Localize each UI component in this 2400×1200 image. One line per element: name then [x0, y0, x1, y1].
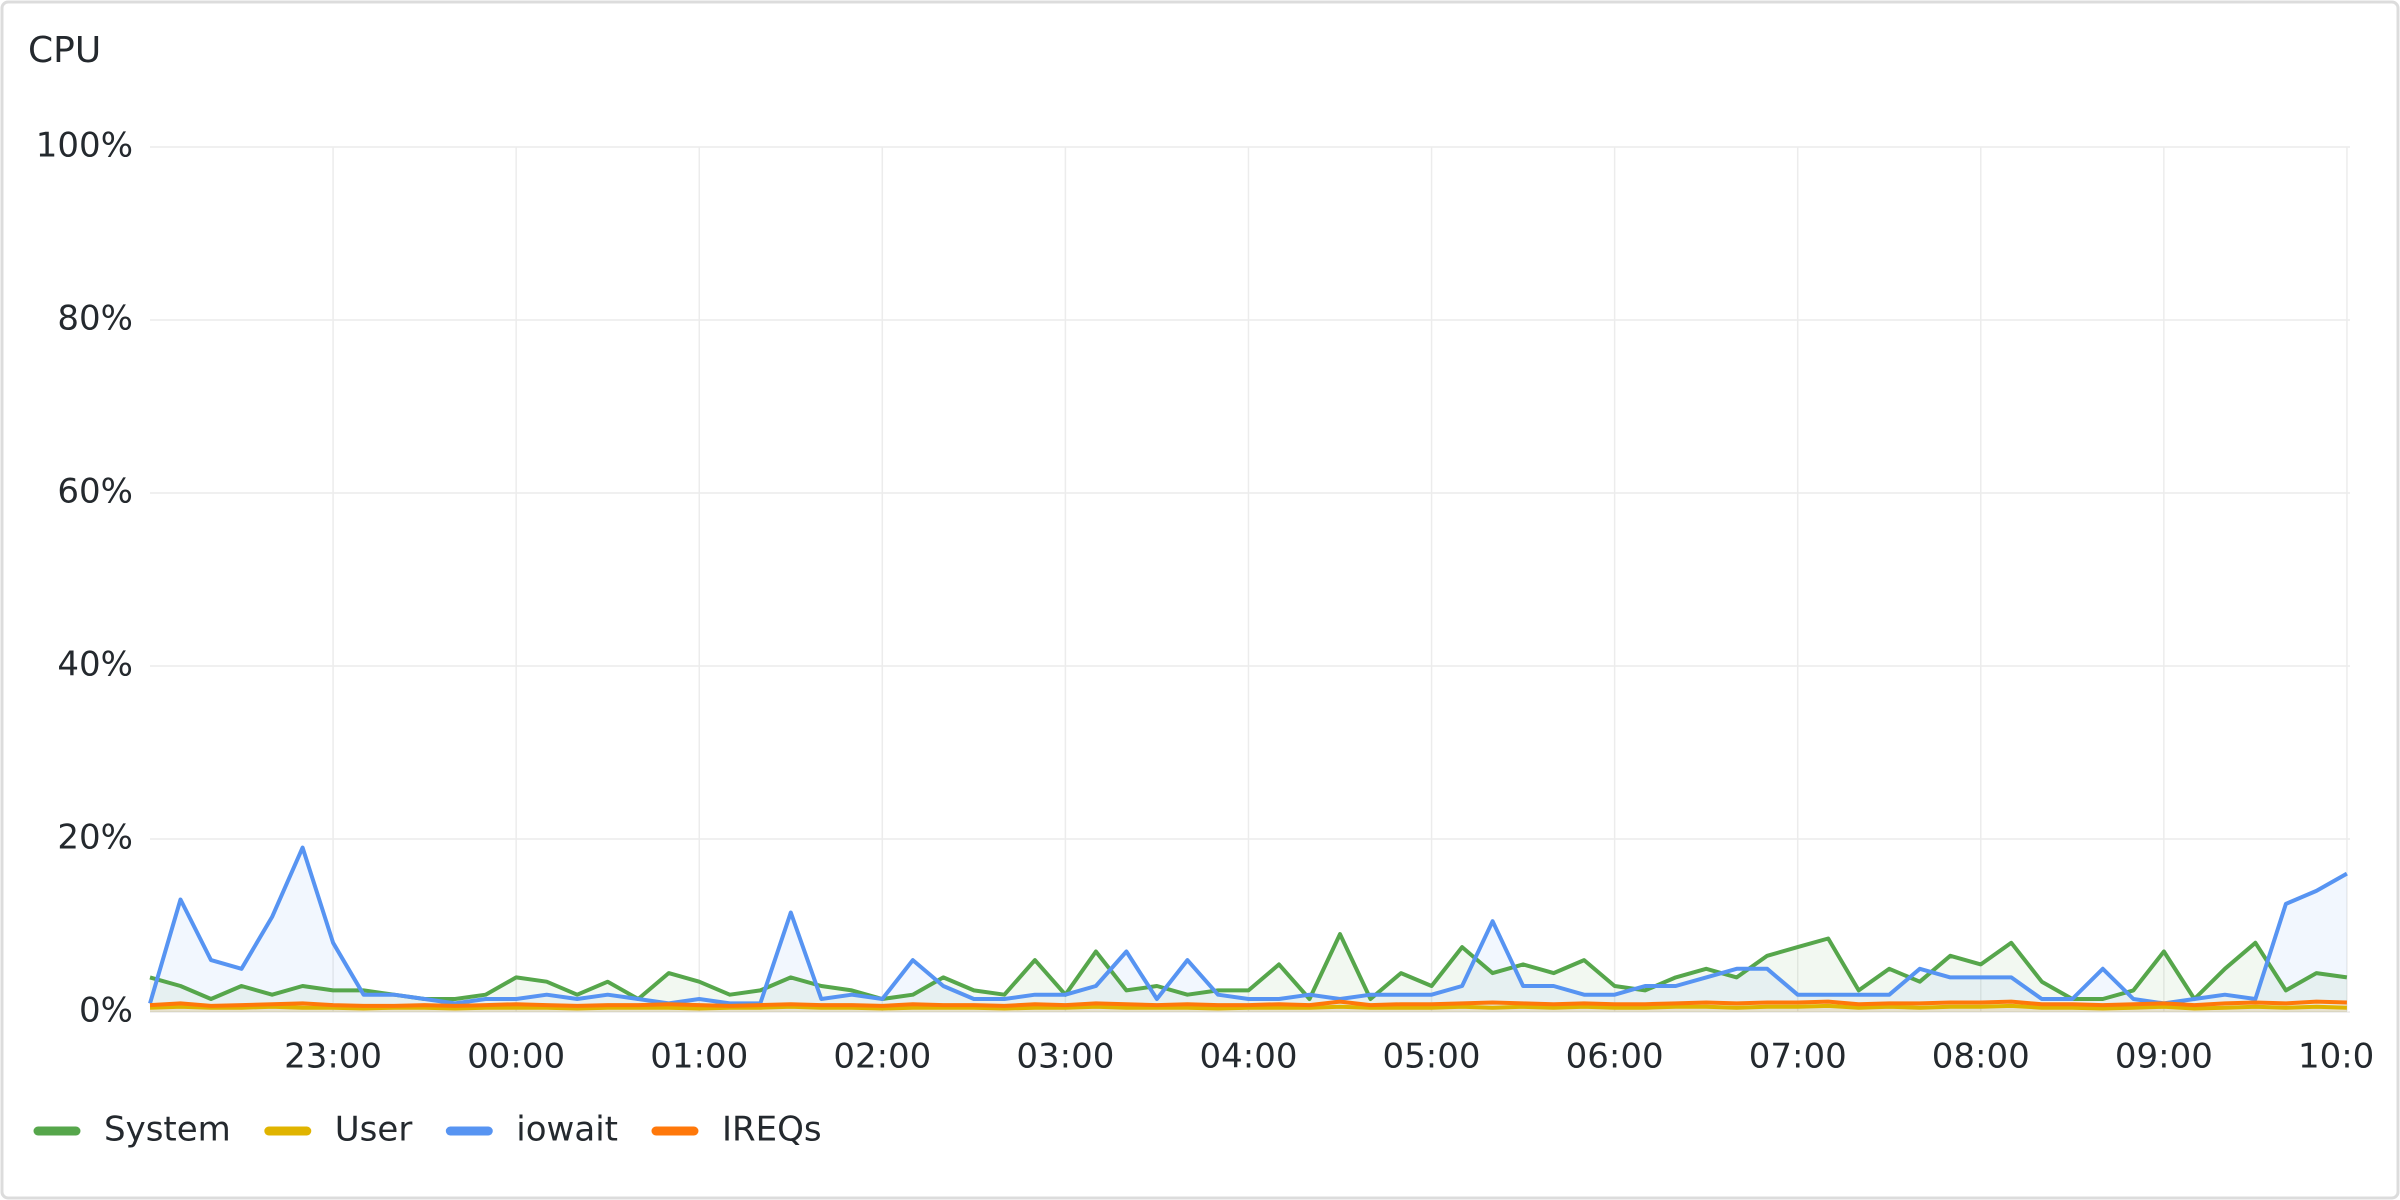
legend-label: System	[104, 1110, 231, 1150]
y-tick-label: 40%	[57, 645, 133, 685]
x-tick-label: 03:00	[1016, 1037, 1114, 1077]
plot: 0% 20% 40% 60% 80% 100% 23:00 00:00 01:00 02:00 03…	[36, 126, 2396, 1077]
x-tick-label: 10:00	[2298, 1037, 2396, 1077]
x-tick-label: 00:00	[467, 1037, 565, 1077]
series-line	[149, 1003, 2347, 1011]
legend-label: IREQs	[722, 1110, 822, 1150]
x-tick-label: 07:00	[1749, 1037, 1847, 1077]
x-tick-label: 01:00	[650, 1037, 748, 1077]
x-tick-label: 02:00	[833, 1037, 931, 1077]
x-tick-label: 09:00	[2115, 1037, 2213, 1077]
x-tick-label: 23:00	[284, 1037, 382, 1077]
y-tick-label: 60%	[57, 472, 133, 512]
x-tick-label: 04:00	[1199, 1037, 1297, 1077]
series-line	[149, 999, 2347, 1008]
x-tick-label: 06:00	[1566, 1037, 1664, 1077]
series-line	[149, 932, 2348, 1001]
legend-label: User	[335, 1110, 413, 1150]
chart-title: CPU	[28, 30, 101, 71]
x-tick-label: 08:00	[1932, 1037, 2030, 1077]
legend-label: iowait	[516, 1110, 618, 1150]
y-tick-label: 20%	[57, 818, 133, 858]
y-tick-label: 80%	[57, 299, 133, 339]
y-tick-label: 100%	[36, 126, 133, 166]
y-tick-label: 0%	[79, 991, 133, 1031]
series-line	[148, 845, 2348, 1006]
x-tick-label: 05:00	[1383, 1037, 1481, 1077]
